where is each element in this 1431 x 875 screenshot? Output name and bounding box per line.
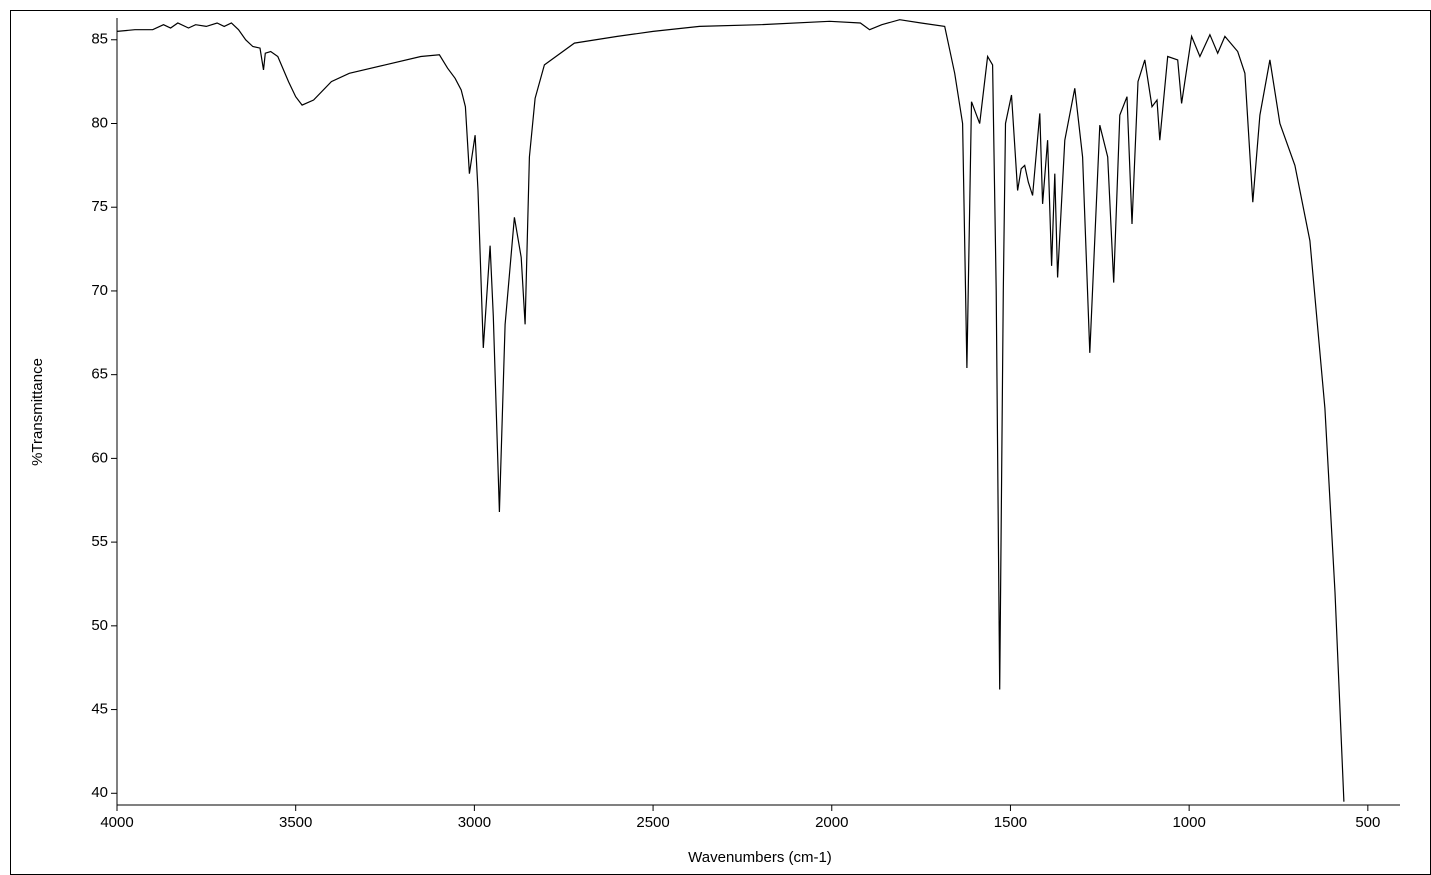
x-tick-label: 2500 [636, 814, 669, 831]
frame [10, 10, 1431, 875]
y-tick-label: 50 [91, 617, 108, 634]
y-axis-label: %Transmittance [29, 358, 46, 466]
y-tick-label: 55 [91, 533, 108, 550]
y-tick-label: 60 [91, 449, 108, 466]
x-tick-label: 500 [1355, 814, 1380, 831]
y-tick-label: 85 [91, 31, 108, 48]
x-tick-label: 4000 [100, 814, 133, 831]
x-tick-label: 3500 [279, 814, 312, 831]
y-tick-label: 45 [91, 701, 108, 718]
y-tick-label: 75 [91, 198, 108, 215]
y-tick-label: 40 [91, 784, 108, 801]
x-tick-label: 1500 [994, 814, 1027, 831]
x-tick-label: 2000 [815, 814, 848, 831]
y-tick-label: 70 [91, 282, 108, 299]
x-tick-label: 1000 [1172, 814, 1205, 831]
x-axis-label: Wavenumbers (cm-1) [688, 849, 832, 866]
spectrum-line [116, 19, 1345, 802]
y-tick-label: 65 [91, 366, 108, 383]
x-tick-label: 3000 [458, 814, 491, 831]
y-tick-label: 80 [91, 114, 108, 131]
